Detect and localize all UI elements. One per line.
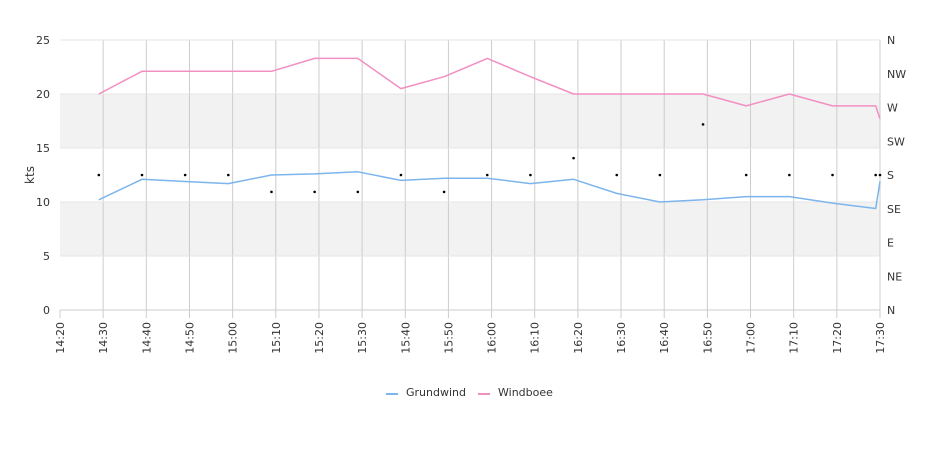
plot-bands [60,94,880,256]
direction-tick-label: SE [887,203,901,216]
y-tick-label: 25 [36,34,50,47]
direction-point [874,173,877,177]
legend-item-grundwind: Grundwind [406,386,466,399]
direction-point [442,190,446,194]
direction-tick-label: E [887,237,894,250]
direction-point [313,190,316,194]
horizontal-gridlines [60,39,880,311]
y-axis-title: kts [23,166,37,184]
x-tick-label: 17:00 [745,322,758,354]
direction-point [744,173,748,177]
direction-point [878,173,882,177]
x-tick-label: 17:30 [874,322,887,354]
direction-tick-label: NE [887,270,902,283]
direction-point [572,156,575,160]
x-tick-label: 16:40 [658,322,671,354]
direction-point [97,173,101,177]
x-tick-label: 15:30 [356,322,369,354]
direction-tick-label: N [887,34,895,47]
x-tick-label: 15:40 [399,322,412,354]
x-tick-label: 15:20 [313,322,326,354]
direction-point [140,173,144,177]
direction-tick-label: N [887,304,895,317]
direction-point [831,173,834,177]
direction-point [658,173,662,177]
direction-tick-label: W [887,102,898,115]
y-axis-ticks: 0 5 10 15 20 25 [36,34,50,317]
x-tick-label: 15:00 [227,322,240,354]
direction-axis-ticks: N NE E SE S SW W NW N [887,34,906,317]
direction-point [529,173,532,177]
x-tick-label: 15:10 [270,322,283,354]
plot-band [60,94,880,148]
direction-point [788,173,791,177]
x-tick-label: 16:10 [529,322,542,354]
legend: Grundwind Windboee [386,386,553,399]
direction-point [270,190,273,194]
x-tick-label: 16:00 [486,322,499,354]
plot-band [60,202,880,256]
direction-point [701,123,705,126]
y-tick-label: 5 [43,250,50,263]
y-tick-label: 10 [36,196,50,209]
series-line-windboee [98,57,881,120]
vertical-gridlines [102,40,881,310]
direction-point [615,173,619,177]
direction-point [356,190,360,194]
direction-tick-label: S [887,169,894,182]
direction-points [97,123,882,194]
x-tick-label: 14:20 [54,322,67,354]
y-tick-label: 15 [36,142,50,155]
x-tick-label: 14:30 [97,322,110,354]
x-tick-label: 16:30 [615,322,628,354]
series-line-grundwind [98,171,881,210]
direction-point [485,173,489,177]
x-tick-label: 15:50 [442,322,455,354]
x-tick-label: 17:10 [788,322,801,354]
direction-point [183,173,187,177]
direction-tick-label: SW [887,135,905,148]
x-tick-label: 16:50 [701,322,714,354]
x-tick-label: 14:50 [183,322,196,354]
y-tick-label: 20 [36,88,50,101]
direction-point [399,173,403,177]
x-tick-label: 16:20 [572,322,585,354]
x-tick-label: 14:40 [140,322,153,354]
y-tick-label: 0 [43,304,50,317]
legend-item-windboee: Windboee [498,386,553,399]
x-tick-label: 17:20 [831,322,844,354]
direction-point [227,173,230,177]
direction-tick-label: NW [887,68,906,81]
series-lines [98,57,881,210]
x-axis-ticks: 14:20 14:30 14:40 14:50 15:00 15:10 15:20 15:30… [54,309,887,354]
